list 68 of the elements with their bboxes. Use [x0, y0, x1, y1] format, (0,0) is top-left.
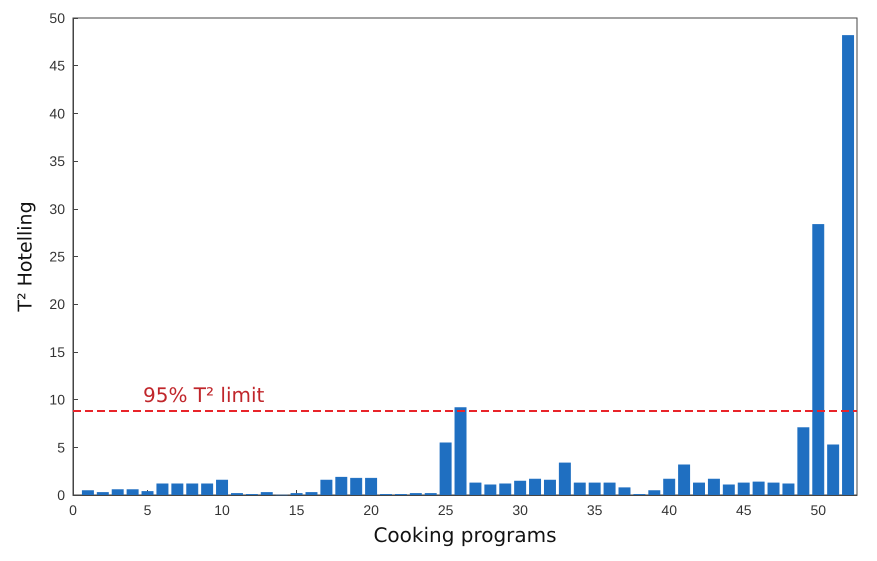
bar	[126, 489, 139, 495]
x-tick-label: 0	[69, 502, 78, 518]
bar	[440, 442, 452, 495]
bar	[260, 492, 273, 495]
y-tick-label: 35	[49, 153, 66, 170]
bar	[350, 478, 362, 495]
y-tick-label: 5	[57, 439, 66, 456]
bar	[708, 478, 720, 495]
bar	[678, 464, 690, 495]
bar	[544, 480, 556, 495]
x-tick-label: 10	[214, 502, 230, 518]
bar	[604, 482, 616, 495]
bar	[842, 35, 854, 495]
x-tick-label: 15	[288, 502, 305, 518]
x-axis-title: Cooking programs	[373, 523, 557, 547]
bar	[186, 484, 198, 495]
bar	[469, 482, 482, 495]
bar	[142, 491, 154, 495]
bar	[827, 444, 840, 495]
bar	[529, 478, 542, 495]
bar	[320, 480, 332, 495]
bar	[558, 462, 571, 495]
x-tick-label: 45	[736, 502, 752, 518]
x-tick-label: 5	[144, 502, 152, 518]
bar	[305, 492, 318, 495]
bar	[156, 484, 168, 495]
ref-line-label: 95% T² limit	[143, 383, 265, 408]
y-tick-label: 45	[49, 58, 66, 74]
bar	[752, 482, 765, 495]
y-tick-label: 15	[49, 344, 66, 360]
y-tick-label: 30	[49, 200, 66, 217]
x-tick-label: 50	[810, 502, 826, 518]
bar	[484, 484, 496, 495]
bar	[335, 476, 348, 495]
bar	[514, 480, 526, 495]
bar	[574, 482, 586, 495]
bar	[499, 484, 512, 495]
bar	[663, 478, 676, 495]
bar	[171, 484, 184, 495]
y-tick-label: 0	[57, 487, 66, 503]
bar	[454, 407, 467, 495]
x-tick-label: 40	[661, 502, 678, 518]
bar	[812, 224, 824, 495]
y-tick-label: 40	[49, 105, 66, 122]
bar	[618, 487, 630, 495]
bar	[588, 482, 601, 495]
x-tick-label: 35	[586, 502, 603, 518]
y-tick-label: 10	[49, 392, 66, 408]
y-tick-label: 50	[49, 10, 66, 26]
bar	[693, 482, 705, 495]
y-tick-label: 25	[49, 248, 66, 264]
bar	[768, 482, 780, 495]
x-tick-label: 20	[363, 502, 380, 518]
bar	[365, 478, 378, 495]
bar	[782, 484, 794, 495]
bar	[738, 482, 750, 495]
bar	[82, 490, 94, 495]
bar	[722, 484, 735, 495]
bar	[112, 489, 124, 495]
x-tick-label: 25	[438, 502, 454, 518]
y-axis-title: T² Hotelling	[14, 201, 36, 313]
bar	[96, 492, 109, 495]
x-tick-label: 30	[512, 502, 528, 518]
bar	[797, 427, 810, 495]
bar	[216, 480, 228, 495]
bar	[648, 490, 660, 495]
bar	[201, 484, 214, 495]
y-tick-label: 20	[49, 296, 66, 312]
